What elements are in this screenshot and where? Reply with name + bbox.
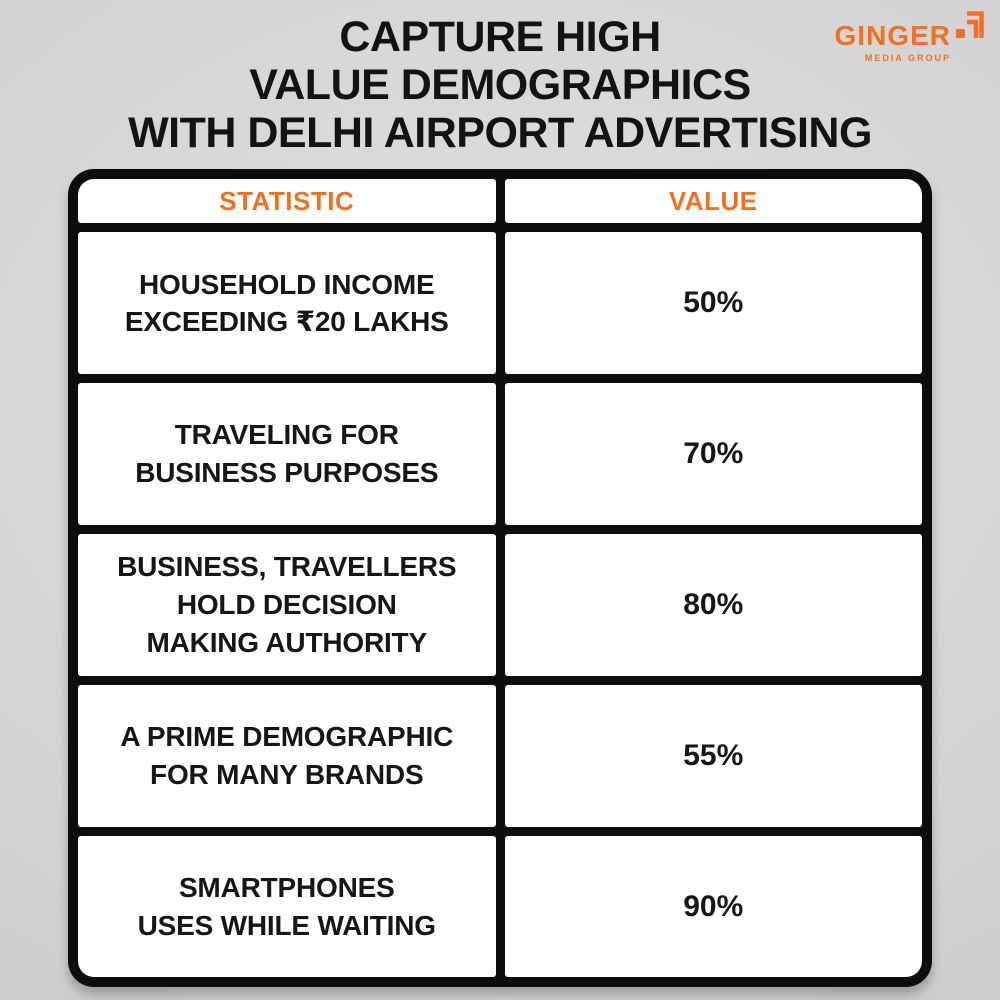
table-row-4-value: 55%	[504, 684, 922, 827]
table-row-2-statistic: TRAVELING FOR BUSINESS PURPOSES	[78, 383, 496, 526]
logo-text-block: GINGER MEDIA GROUP	[834, 10, 951, 64]
table-row-5-value: 90%	[504, 835, 922, 978]
stacked-corners-icon	[954, 10, 984, 45]
table-row-3-value: 80%	[504, 534, 922, 676]
table-row-5-statistic: SMARTPHONES USES WHILE WAITING	[78, 835, 496, 978]
statistics-table: STATISTIC VALUE HOUSEHOLD INCOME EXCEEDI…	[68, 169, 932, 988]
column-header-value: VALUE	[504, 179, 922, 224]
column-header-statistic: STATISTIC	[78, 179, 496, 224]
table-row-2-value: 70%	[504, 383, 922, 526]
logo-tagline: MEDIA GROUP	[864, 53, 951, 63]
ginger-media-group-logo: GINGER MEDIA GROUP	[835, 10, 984, 63]
table-row-4-statistic: A PRIME DEMOGRAPHIC FOR MANY BRANDS	[78, 684, 496, 827]
page-title: CAPTURE HIGH VALUE DEMOGRAPHICS WITH DEL…	[128, 13, 872, 158]
table-row-3-statistic: BUSINESS, TRAVELLERS HOLD DECISION MAKIN…	[78, 534, 496, 676]
logo-name: GINGER	[834, 20, 951, 51]
table-row-1-statistic: HOUSEHOLD INCOME EXCEEDING ₹20 LAKHS	[78, 232, 496, 375]
table-row-1-value: 50%	[504, 232, 922, 375]
